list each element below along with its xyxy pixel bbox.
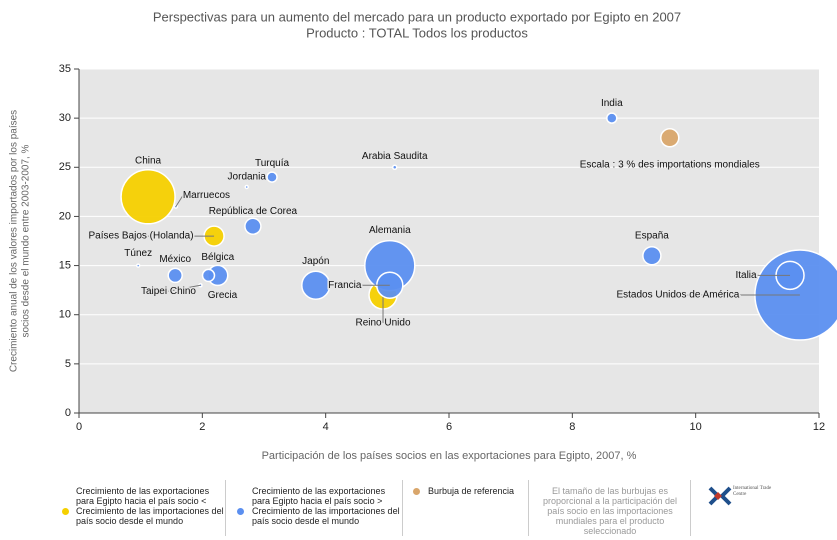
bubble: [642, 245, 662, 266]
bubble-label: Jordania: [228, 172, 267, 183]
bubble: [201, 268, 216, 283]
bubble: [244, 217, 262, 236]
legend-entry: Crecimiento de las exportaciones para Eg…: [76, 486, 224, 526]
bubble-label: Bélgica: [201, 252, 234, 263]
bubble: [266, 171, 278, 183]
legend-swatch: [237, 508, 244, 515]
y-axis-label: Crecimiento anual de los valores importa…: [9, 110, 20, 372]
y-tick-label: 20: [59, 210, 71, 222]
bubble-label: República de Corea: [209, 206, 298, 217]
legend-swatch: [413, 488, 420, 495]
bubble-label: Francia: [328, 280, 362, 291]
bubble-label: España: [635, 230, 669, 241]
x-tick-label: 10: [690, 421, 702, 433]
x-tick-label: 6: [446, 421, 452, 433]
y-tick-label: 35: [59, 63, 71, 75]
legend-entry: Burbuja de referencia: [428, 486, 515, 496]
bubble: [391, 164, 398, 171]
bubble-label: Escala : 3 % des importations mondiales: [580, 159, 760, 170]
bubble-label: Taipei Chino: [141, 286, 196, 297]
separator: [690, 480, 691, 536]
y-tick-label: 15: [59, 259, 71, 271]
separator: [528, 480, 529, 536]
bubble: [167, 267, 183, 284]
x-axis-label: Participación de los países socios en la…: [262, 450, 637, 462]
bubble-label: Estados Unidos de América: [616, 290, 739, 301]
separator: [402, 480, 403, 536]
x-tick-label: 4: [323, 421, 329, 433]
plot-area: [79, 69, 819, 413]
size-note: El tamaño de las burbujas es proporciona…: [542, 486, 678, 536]
bubble-label: Turquía: [255, 158, 290, 169]
bubble-label: Marruecos: [183, 190, 230, 201]
bubble: [244, 184, 249, 190]
y-axis-label: socios desde el mundo entre 2003-2007, %: [21, 144, 32, 337]
logo-icon: [708, 486, 732, 506]
leader-line: [168, 284, 201, 292]
leader-line: [175, 195, 184, 207]
y-tick-label: 25: [59, 161, 71, 173]
separator: [225, 480, 226, 536]
bubble-label: Arabia Saudita: [362, 151, 428, 162]
bubble: [606, 112, 618, 124]
bubble-label: India: [601, 98, 623, 109]
y-tick-label: 30: [59, 112, 71, 124]
x-tick-label: 8: [569, 421, 575, 433]
y-tick-label: 10: [59, 309, 71, 321]
bubble: [120, 169, 176, 225]
bubble-label: Túnez: [124, 248, 152, 259]
logo-text: International Trade Centre: [733, 486, 772, 497]
bubble: [135, 263, 141, 268]
x-tick-label: 12: [813, 421, 825, 433]
chart-title: Perspectivas para un aumento del mercado…: [153, 9, 681, 24]
legend-entry: Crecimiento de las exportaciones para Eg…: [252, 486, 400, 526]
bubble-label: Alemania: [369, 225, 411, 236]
chart: Perspectivas para un aumento del mercado…: [9, 9, 837, 462]
bubble-label: Países Bajos (Holanda): [89, 231, 194, 242]
bubble-label: China: [135, 155, 162, 166]
bubble: [660, 128, 680, 148]
y-tick-label: 0: [65, 407, 71, 419]
bubble-label: Grecia: [208, 290, 238, 301]
y-tick-label: 5: [65, 358, 71, 370]
x-tick-label: 2: [199, 421, 205, 433]
x-tick-label: 0: [76, 421, 82, 433]
bubble: [301, 270, 331, 300]
bubble-label: Reino Unido: [355, 318, 410, 329]
chart-subtitle: Producto : TOTAL Todos los productos: [306, 25, 528, 40]
legend-swatch: [62, 508, 69, 515]
bubble-label: México: [159, 254, 191, 265]
bubble-label: Japón: [302, 256, 329, 267]
bubble-label: Italia: [735, 270, 757, 281]
